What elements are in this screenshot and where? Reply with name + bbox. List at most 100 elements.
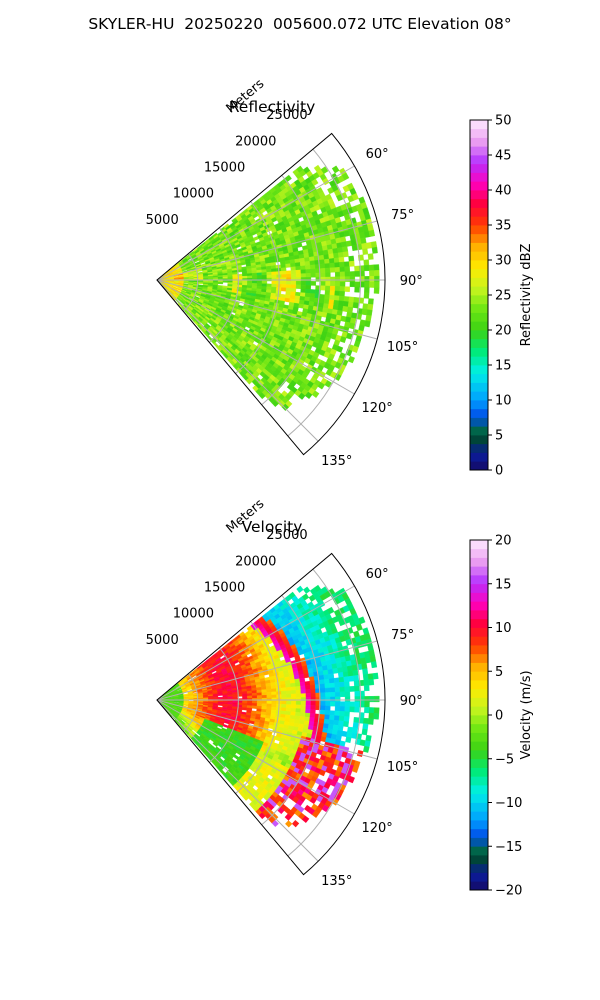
colorbar-band [470,785,488,795]
colorbar-band [470,548,488,558]
colorbar-label: Reflectivity dBZ [519,244,534,347]
colorbar-band [470,303,488,313]
colorbar-band [470,828,488,838]
azimuth-spoke [156,279,355,395]
colorbar-tick-label: 0 [495,464,503,479]
colorbar-band [470,338,488,348]
colorbar-tick-label: −15 [495,840,522,855]
colorbar-band [470,715,488,725]
colorbar-band [470,198,488,208]
range-ring [209,227,239,343]
colorbar-band [470,662,488,672]
azimuth-tick-label: 60° [366,567,389,582]
colorbar-tick-label: 50 [495,114,512,129]
colorbar-tick-label: 5 [495,665,503,680]
range-tick-label: 25000 [266,108,307,123]
colorbar-band [470,706,488,716]
colorbar-tick-label: −10 [495,796,522,811]
colorbar-band [470,373,488,383]
colorbar: 0 5 10 15 20 25 30 35 40 45 50 Reflectivity dBZ [469,114,534,479]
colorbar-band [470,268,488,278]
colorbar-band [470,435,488,445]
colorbar-band [470,452,488,462]
range-tick-label: 20000 [235,554,276,569]
azimuth-tick-label: 120° [361,821,392,836]
colorbar-band [470,881,488,891]
polar-grid [156,148,385,442]
colorbar-label: Velocity (m/s) [519,670,534,759]
colorbar-band [470,566,488,576]
colorbar: −20 −15 −10 −5 0 5 10 15 20 Velocity (m/s) [469,534,534,899]
azimuth-spoke [156,279,319,442]
colorbar-tick-label: −5 [495,752,514,767]
colorbar-tick-label: 10 [495,621,512,636]
range-ring [209,647,239,763]
colorbar-band [470,846,488,856]
panel-title: Velocity [242,518,303,536]
colorbar-band [470,645,488,655]
range-ring [261,174,321,406]
colorbar-band [470,697,488,707]
sector-outline [156,132,386,456]
azimuth-spoke [156,640,378,701]
colorbar-tick-label: 15 [495,577,512,592]
colorbar-band [470,776,488,786]
azimuth-tick-label: 135° [321,454,352,469]
colorbar-tick-label: 20 [495,534,512,549]
colorbar-band [470,312,488,322]
colorbar-tick-label: 25 [495,289,512,304]
colorbar-band [470,758,488,768]
azimuth-spoke [156,699,355,815]
colorbar-band [470,277,488,287]
colorbar-tick-label: 0 [495,709,503,724]
range-tick-label: 5000 [146,213,179,228]
colorbar-band [470,592,488,602]
colorbar-tick-label: −20 [495,884,522,899]
range-tick-label: 10000 [173,607,214,622]
colorbar-band [470,207,488,217]
colorbar-band [470,137,488,147]
colorbar-band [470,242,488,252]
colorbar-band [470,557,488,567]
colorbar-tick-label: 45 [495,149,512,164]
colorbar-band [470,601,488,611]
colorbar-band [470,872,488,882]
colorbar-band [470,128,488,138]
colorbar-band [470,732,488,742]
colorbar-band [470,181,488,191]
polar-grid [156,568,385,862]
colorbar-band [470,802,488,812]
range-tick-label: 5000 [146,633,179,648]
colorbar-band [470,653,488,663]
colorbar-band [470,811,488,821]
azimuth-tick-label: 75° [391,208,414,223]
reflectivity-panel: 60° 75° 90° 105° 120° 135° 5000 10000 15000 20000… [146,76,534,478]
colorbar-band [470,225,488,235]
colorbar-tick-label: 40 [495,184,512,199]
colorbar-band [470,618,488,628]
velocity-panel: 60° 75° 90° 105° 120° 135° 5000 10000 15000 20000… [146,496,534,898]
colorbar-band [470,260,488,270]
colorbar-band [470,680,488,690]
colorbar-band [470,347,488,357]
colorbar-band [470,723,488,733]
colorbar-band [470,741,488,751]
range-ring [261,594,321,826]
colorbar-tick-label: 10 [495,394,512,409]
colorbar-band [470,426,488,436]
colorbar-tick-label: 35 [495,219,512,234]
colorbar-band [470,627,488,637]
field-cells [158,164,380,411]
colorbar-band [470,155,488,165]
range-tick-label: 15000 [204,580,245,595]
colorbar-band [470,382,488,392]
colorbar-band [470,575,488,585]
range-ring [287,148,362,437]
colorbar-band [470,793,488,803]
range-tick-label: 20000 [235,134,276,149]
colorbar-band [470,400,488,410]
colorbar-band [470,688,488,698]
colorbar-band [470,163,488,173]
range-ring [235,201,280,374]
colorbar-band [470,417,488,427]
